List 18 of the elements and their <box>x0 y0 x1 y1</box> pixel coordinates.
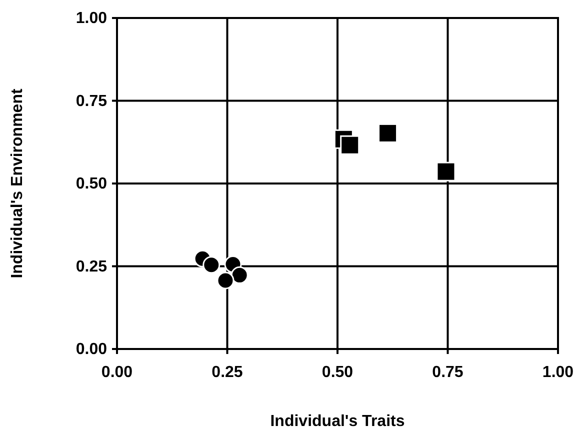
point <box>378 123 398 143</box>
x-tick-label: 0.50 <box>322 364 354 381</box>
x-tick-label: 0.25 <box>212 364 243 381</box>
x-tick-label: 0.00 <box>101 364 133 381</box>
x-tick-label: 1.00 <box>542 364 574 381</box>
point <box>340 135 360 155</box>
point <box>436 162 456 182</box>
y-tick-label: 0.25 <box>76 258 108 276</box>
point <box>216 272 234 290</box>
x-axis-title: Individual's Traits <box>270 413 405 430</box>
y-tick-label: 0.00 <box>76 341 108 358</box>
y-tick-label: 1.00 <box>76 10 108 27</box>
point <box>202 256 220 274</box>
x-tick-label: 0.75 <box>432 364 464 381</box>
y-axis-title: Individual's Environment <box>9 88 26 278</box>
y-tick-label: 0.75 <box>76 92 108 110</box>
point <box>230 266 248 284</box>
y-tick-label: 0.50 <box>76 176 108 192</box>
